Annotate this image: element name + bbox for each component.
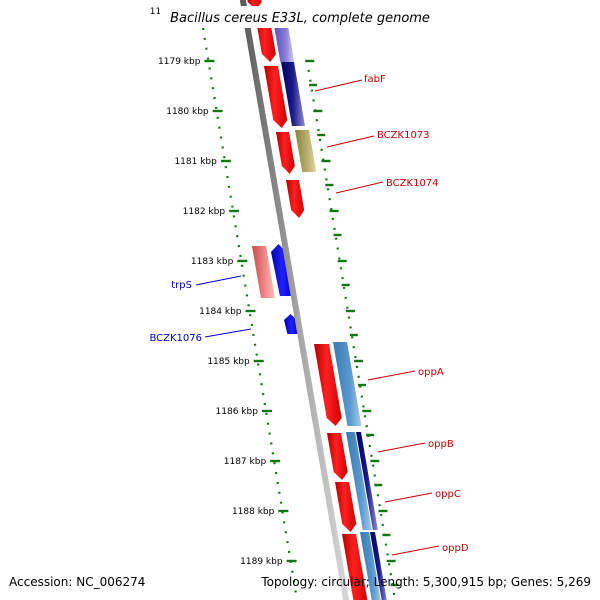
summary-text: Topology: circular; Length: 5,300,915 bp… xyxy=(260,575,591,589)
gene-block-companion xyxy=(281,62,306,126)
gene-block-forward xyxy=(264,66,288,128)
tick: 1186 kbp xyxy=(216,407,372,417)
gene-block-forward xyxy=(335,482,357,532)
gene-block-reverse xyxy=(284,314,301,334)
tick: 1185 kbp xyxy=(207,357,364,367)
gene-block-companion xyxy=(356,432,378,530)
gene-label-leader xyxy=(384,492,433,503)
tick-label: 1186 kbp xyxy=(216,407,259,417)
gene-block-companion xyxy=(295,130,317,172)
gene-label-leader xyxy=(377,442,426,453)
tick-label: 1188 kbp xyxy=(232,507,275,517)
gene-label-leader xyxy=(367,370,416,381)
gene-label-text[interactable]: oppB xyxy=(428,439,454,450)
tick-label: 1180 kbp xyxy=(166,107,209,117)
tick: 1184 kbp xyxy=(199,307,355,317)
gene-label-text[interactable]: oppD xyxy=(442,543,469,554)
gene-label-bczk1074[interactable]: BCZK1074 xyxy=(335,178,439,194)
tick: 1181 kbp xyxy=(174,157,331,167)
tick: 1187 kbp xyxy=(224,457,380,467)
gene-blocks xyxy=(247,0,387,600)
tick: 1179 kbp xyxy=(158,57,315,67)
tick-label: 1184 kbp xyxy=(199,307,242,317)
gene-label-oppc[interactable]: oppC xyxy=(384,489,461,503)
gene-label-trps[interactable]: trpS xyxy=(171,275,242,291)
gene-label-text[interactable]: BCZK1074 xyxy=(386,178,439,189)
gene-label-bczk1073[interactable]: BCZK1073 xyxy=(326,130,430,148)
dotted-track-right xyxy=(305,59,397,600)
backbone xyxy=(239,0,350,600)
gene-label-oppb[interactable]: oppB xyxy=(377,439,454,453)
gene-label-text[interactable]: oppA xyxy=(418,367,444,378)
gene-block-companion xyxy=(346,432,372,530)
tick-label: 1183 kbp xyxy=(191,257,234,267)
tick-label: 1185 kbp xyxy=(207,357,250,367)
tick: 1183 kbp xyxy=(191,257,347,267)
gene-label-leader xyxy=(391,545,440,556)
tick-label: 1189 kbp xyxy=(240,557,283,567)
gene-label-text[interactable]: BCZK1073 xyxy=(377,130,430,141)
gene-label-bczk1076[interactable]: BCZK1076 xyxy=(149,328,252,344)
title-background xyxy=(160,6,442,28)
gene-label-fabf[interactable]: fabF xyxy=(314,74,386,92)
gene-label-leader xyxy=(326,135,375,148)
gene-label-oppa[interactable]: oppA xyxy=(367,367,444,381)
tick-label: 1187 kbp xyxy=(224,457,267,467)
gene-label-text[interactable]: BCZK1076 xyxy=(149,333,202,344)
gene-labels: fabF BCZK1073 BCZK1074 trpS BCZK1076 oppA oppB… xyxy=(149,74,469,556)
accession-text: Accession: NC_006274 xyxy=(9,575,145,589)
gene-label-leader xyxy=(335,181,384,194)
gene-block-reverse-tail xyxy=(252,246,275,298)
gene-block-forward xyxy=(327,433,348,480)
gene-block-forward xyxy=(247,0,262,10)
gene-block-forward xyxy=(314,344,342,426)
tick-label: 1182 kbp xyxy=(183,207,226,217)
gene-label-text[interactable]: fabF xyxy=(364,74,386,85)
gene-block-forward xyxy=(286,180,305,218)
gene-label-text[interactable]: oppC xyxy=(435,489,461,500)
map-title: Bacillus cereus E33L, complete genome xyxy=(170,11,430,26)
tick: 1188 kbp xyxy=(232,507,388,517)
gene-label-leader xyxy=(195,275,242,286)
gene-block-forward xyxy=(342,534,368,600)
tick: 1182 kbp xyxy=(183,207,339,217)
dotted-guide-tracks xyxy=(201,27,397,600)
gene-block-forward xyxy=(276,132,295,174)
gene-block-companion xyxy=(360,532,381,600)
gene-block-companion xyxy=(333,342,362,426)
gene-label-oppd[interactable]: oppD xyxy=(391,543,469,556)
tick-label: 1179 kbp xyxy=(158,57,201,67)
tick: 1189 kbp xyxy=(240,557,396,567)
gene-label-leader xyxy=(314,79,363,92)
tick-label: 1181 kbp xyxy=(174,157,217,167)
tick: 1180 kbp xyxy=(166,107,323,117)
gene-block-companion xyxy=(370,532,387,600)
gene-label-leader xyxy=(204,328,252,338)
gene-label-text[interactable]: trpS xyxy=(171,280,192,291)
